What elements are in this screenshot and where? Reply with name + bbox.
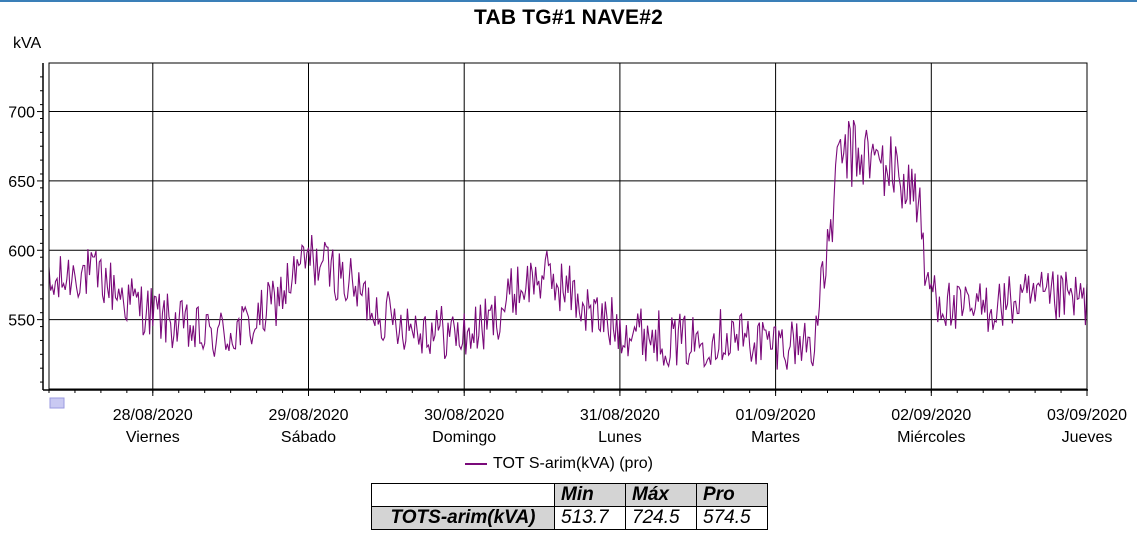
legend: TOT S-arim(kVA) (pro) [465, 455, 653, 473]
plot-frame [48, 62, 1088, 390]
x-tick-date-label: 02/09/2020 [891, 407, 971, 424]
y-tick-label: 550 [8, 313, 35, 330]
stats-header-avg: Pro [696, 483, 768, 507]
stats-header-empty [371, 483, 555, 507]
x-tick-date-label: 03/09/2020 [1047, 407, 1127, 424]
x-tick-date-label: 29/08/2020 [268, 407, 348, 424]
series-line [48, 119, 1088, 370]
x-tick-day-label: Lunes [598, 429, 642, 446]
stats-header-row: Min Máx Pro [371, 483, 768, 507]
x-tick-day-label: Sábado [281, 429, 336, 446]
legend-swatch [465, 463, 487, 465]
stats-row-label: TOTS-arim(kVA) [371, 506, 555, 530]
y-tick-label: 600 [8, 243, 35, 260]
stats-min-value: 513.7 [554, 506, 626, 530]
series-layer [48, 119, 1088, 370]
x-axis-ticks: 28/08/2020 Viernes 29/08/2020 Sábado 30/08/2… [43, 389, 1127, 446]
x-tick-date-label: 28/08/2020 [113, 407, 193, 424]
stats-avg-value: 574.5 [696, 506, 768, 530]
x-tick-day-label: Viernes [126, 429, 180, 446]
top-border [0, 0, 1137, 2]
stats-header-max: Máx [625, 483, 697, 507]
x-tick-date-label: 31/08/2020 [580, 407, 660, 424]
stats-max-value: 724.5 [625, 506, 697, 530]
x-tick-day-label: Miércoles [897, 429, 965, 446]
chart-title: TAB TG#1 NAVE#2 [474, 6, 663, 29]
x-tick-day-label: Domingo [432, 429, 496, 446]
stats-data-row: TOTS-arim(kVA) 513.7 724.5 574.5 [371, 506, 768, 530]
scroll-handle[interactable] [49, 397, 65, 409]
legend-label: TOT S-arim(kVA) (pro) [493, 455, 654, 472]
y-axis-ticks: 550 600 650 700 [8, 63, 44, 390]
stats-table: Min Máx Pro TOTS-arim(kVA) 513.7 724.5 5… [371, 483, 768, 530]
stats-header-min: Min [554, 483, 626, 507]
x-tick-date-label: 01/09/2020 [736, 407, 816, 424]
x-tick-day-label: Jueves [1062, 429, 1113, 446]
y-axis-unit-label: kVA [13, 35, 42, 52]
x-tick-day-label: Martes [751, 429, 800, 446]
y-tick-label: 700 [8, 105, 35, 122]
x-tick-date-label: 30/08/2020 [424, 407, 504, 424]
y-tick-label: 650 [8, 174, 35, 191]
